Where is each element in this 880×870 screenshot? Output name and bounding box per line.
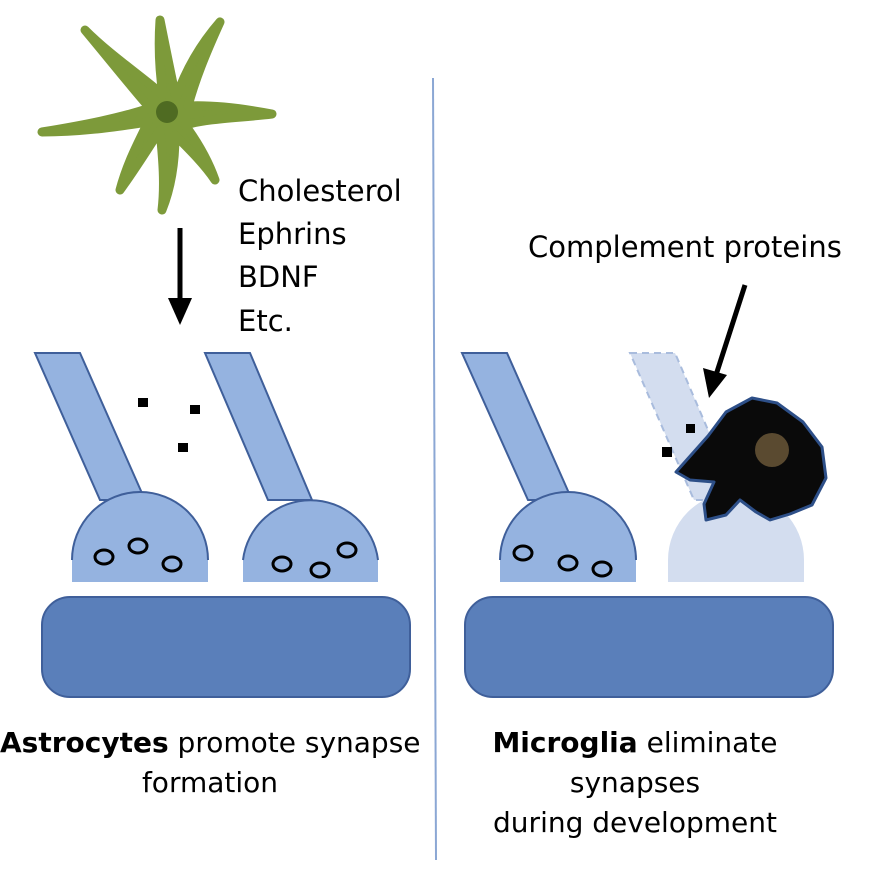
factor-label-3: BDNF bbox=[238, 260, 319, 294]
microglia-caption: Microglia eliminate synapses during deve… bbox=[470, 723, 800, 843]
postsynaptic-neuron-right bbox=[464, 596, 834, 698]
secreted-factors bbox=[138, 398, 200, 452]
astrocyte-caption-line1: Astrocytes promote synapse bbox=[0, 723, 421, 763]
factor-label-1: Cholesterol bbox=[238, 174, 402, 208]
postsynaptic-neuron-left bbox=[41, 596, 411, 698]
astrocyte-caption-bold: Astrocytes bbox=[0, 726, 169, 759]
complement-proteins-label: Complement proteins bbox=[528, 230, 842, 264]
presynaptic-terminal-left-1 bbox=[33, 352, 209, 582]
presynaptic-terminal-left-2 bbox=[203, 352, 379, 582]
astrocyte-caption-rest: promote synapse bbox=[168, 726, 421, 759]
factor-label-2: Ephrins bbox=[238, 217, 347, 251]
microglia-caption-bold: Microglia bbox=[492, 726, 638, 759]
microglia-caption-line2: synapses bbox=[569, 766, 701, 799]
microglia-caption-rest: eliminate bbox=[637, 726, 778, 759]
complement-proteins bbox=[662, 424, 695, 457]
arrow-down-icon bbox=[168, 228, 192, 325]
microglia-caption-line3: during development bbox=[493, 806, 777, 839]
microglia-icon bbox=[674, 396, 828, 522]
astrocyte-caption: Astrocytes promote synapse formation bbox=[0, 723, 421, 803]
astrocyte-icon bbox=[37, 15, 277, 215]
factor-label-4: Etc. bbox=[238, 304, 293, 338]
microglia-caption-line1: Microglia eliminate bbox=[470, 723, 800, 763]
arrow-diagonal-icon bbox=[703, 284, 748, 398]
astrocyte-caption-line2: formation bbox=[141, 766, 279, 799]
panel-divider bbox=[432, 77, 437, 861]
presynaptic-terminal-right-1 bbox=[460, 352, 637, 582]
